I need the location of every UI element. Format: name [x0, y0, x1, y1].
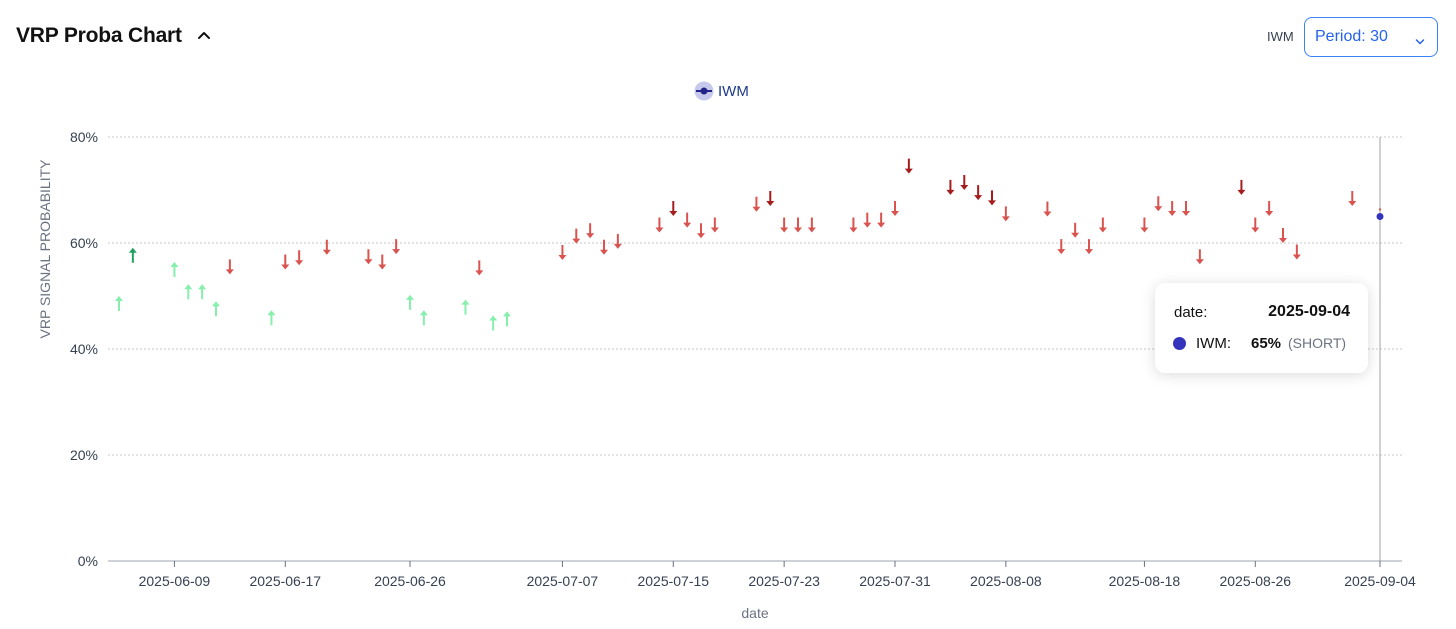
x-tick-label: 2025-08-18: [1109, 573, 1181, 589]
x-tick-label: 2025-06-26: [374, 573, 446, 589]
long-signal-arrow: [503, 311, 511, 327]
short-signal-arrow: [1085, 239, 1093, 255]
short-signal-arrow: [1265, 201, 1274, 217]
short-signal-arrow: [1071, 222, 1080, 238]
long-signal-arrow: [212, 301, 220, 317]
active-point: [1376, 213, 1384, 220]
period-select[interactable]: Period: 30: [1304, 17, 1438, 57]
x-axis-title: date: [741, 605, 768, 621]
long-signal-arrow: [184, 284, 193, 300]
long-signal-arrow: [128, 247, 137, 263]
chart-header: VRP Proba Chart IWM Period: 30: [0, 0, 1456, 72]
short-signal-arrow: [669, 201, 678, 217]
x-tick-label: 2025-08-08: [970, 573, 1042, 589]
y-tick-label: 80%: [70, 129, 98, 145]
x-tick-label: 2025-06-09: [139, 573, 211, 589]
short-signal-arrow: [974, 185, 983, 201]
y-tick-label: 40%: [70, 341, 98, 357]
short-signal-arrow: [988, 190, 996, 206]
short-signal-arrow: [697, 223, 705, 239]
short-signal-arrow: [364, 249, 373, 265]
x-tick-label: 2025-07-23: [748, 573, 820, 589]
y-tick-label: 0%: [78, 553, 98, 569]
short-signal-arrow: [807, 217, 816, 233]
short-signal-arrow: [281, 254, 290, 270]
short-signal-arrow: [225, 259, 234, 275]
short-signal-arrow: [780, 217, 789, 233]
short-signal-arrow: [794, 217, 802, 233]
tooltip-signal: (SHORT): [1288, 335, 1347, 351]
period-select-value: Period: 30: [1315, 28, 1388, 45]
short-signal-arrow: [558, 245, 567, 261]
x-tick-label: 2025-07-07: [527, 573, 599, 589]
short-signal-arrow: [1182, 201, 1190, 217]
short-signal-arrow: [1001, 206, 1010, 222]
x-tick-label: 2025-09-04: [1344, 573, 1416, 589]
chevron-down-icon: [1415, 33, 1425, 45]
long-signal-arrow: [461, 299, 470, 315]
short-signal-arrow: [1251, 217, 1260, 233]
short-signal-arrow: [752, 196, 761, 212]
tooltip-series-dot: [1173, 337, 1186, 350]
short-signal-arrow: [586, 223, 595, 239]
short-signal-arrow: [572, 228, 581, 244]
short-signal-arrow: [849, 217, 858, 233]
short-signal-arrow: [683, 212, 692, 228]
x-tick-label: 2025-07-15: [637, 573, 709, 589]
short-signal-arrow: [891, 201, 899, 217]
tooltip-series-label: IWM:: [1196, 335, 1231, 352]
short-signal-arrow: [1195, 249, 1204, 265]
short-signal-arrow: [1168, 201, 1177, 217]
long-signal-arrow: [198, 284, 207, 300]
short-signal-arrow: [600, 239, 608, 255]
tooltip-date-value: 2025-09-04: [1268, 303, 1350, 320]
short-signal-arrow: [1057, 239, 1066, 255]
short-signal-arrow: [1279, 228, 1287, 244]
short-signal-arrow: [613, 233, 622, 249]
short-signal-arrow: [1140, 217, 1149, 233]
y-axis-title: VRP SIGNAL PROBABILITY: [37, 159, 53, 339]
chart-tooltip: date: 2025-09-04 IWM: 65% (SHORT): [1155, 283, 1368, 373]
y-tick-label: 20%: [70, 447, 98, 463]
legend-label: IWM: [718, 83, 749, 100]
short-signal-arrow: [904, 158, 913, 174]
legend-series-icon: [694, 81, 714, 101]
short-signal-arrow: [710, 217, 719, 233]
x-tick-label: 2025-07-31: [859, 573, 931, 589]
tooltip-value: 65%: [1251, 335, 1282, 352]
short-signal-arrow: [378, 254, 387, 270]
short-signal-arrow: [1154, 196, 1163, 212]
short-signal-arrow: [295, 250, 304, 266]
short-signal-arrow: [322, 239, 331, 255]
x-tick-label: 2025-08-26: [1219, 573, 1291, 589]
active-point-marker: [1378, 208, 1382, 211]
short-signal-arrow: [1043, 201, 1052, 217]
short-signal-arrow: [392, 239, 401, 255]
short-signal-arrow: [1098, 217, 1107, 233]
short-signal-arrow: [946, 179, 955, 195]
tooltip-date-label: date:: [1174, 304, 1208, 321]
long-signal-arrow: [406, 294, 414, 310]
short-signal-arrow: [766, 190, 775, 206]
short-signal-arrow: [1237, 179, 1246, 195]
long-signal-arrow: [115, 295, 123, 311]
short-signal-arrow: [655, 217, 664, 233]
page-title: VRP Proba Chart: [16, 24, 182, 47]
x-tick-label: 2025-06-17: [249, 573, 321, 589]
long-signal-arrow: [419, 310, 428, 326]
short-signal-arrow: [1348, 190, 1357, 206]
short-signal-arrow: [863, 212, 872, 228]
long-signal-arrow: [267, 310, 276, 326]
short-signal-arrow: [1292, 244, 1301, 260]
collapse-chevron-up-icon[interactable]: [194, 26, 214, 46]
short-signal-arrow: [960, 175, 969, 191]
y-tick-label: 60%: [70, 235, 98, 251]
short-signal-arrow: [877, 212, 886, 228]
ticker-label: IWM: [1267, 29, 1294, 44]
long-signal-arrow: [489, 315, 498, 331]
long-signal-arrow: [170, 262, 179, 278]
short-signal-arrow: [475, 260, 484, 276]
